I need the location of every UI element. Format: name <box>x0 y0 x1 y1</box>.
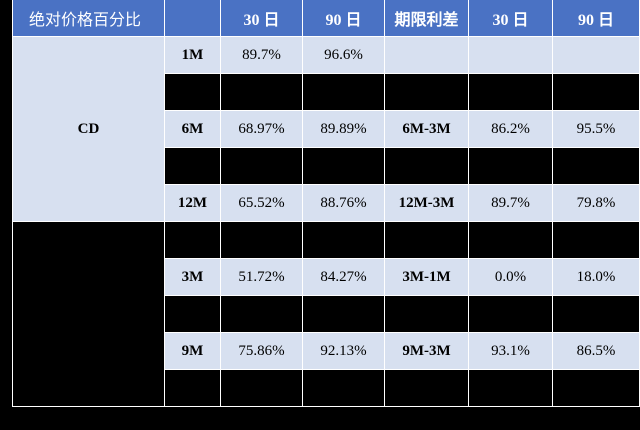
abs-30d-cell <box>220 73 303 111</box>
table-row: 6M 68.97% 89.89% 6M-3M 86.2% 95.5% <box>13 110 640 148</box>
spread-90d-cell <box>552 73 640 111</box>
tenor-cell: 9M <box>164 332 221 370</box>
header-term-spread: 期限利差 <box>384 0 469 37</box>
spread-cell <box>384 295 469 333</box>
abs-90d-cell: 96.6% <box>302 36 385 74</box>
spread-30d-cell: 0.0% <box>468 258 553 296</box>
tenor-cell: 6M <box>164 110 221 148</box>
tenor-cell <box>164 221 221 259</box>
abs-30d-cell: 51.72% <box>220 258 303 296</box>
table-row <box>13 295 640 333</box>
spread-90d-cell: 86.5% <box>552 332 640 370</box>
spread-90d-cell <box>552 36 640 74</box>
tenor-cell: 12M <box>164 184 221 222</box>
header-abs-90d: 90 日 <box>302 0 385 37</box>
spread-90d-cell: 95.5% <box>552 110 640 148</box>
group-label-other <box>12 221 165 407</box>
spread-30d-cell <box>468 147 553 185</box>
abs-30d-cell: 65.52% <box>220 184 303 222</box>
spread-30d-cell: 89.7% <box>468 184 553 222</box>
spread-90d-cell <box>552 221 640 259</box>
spread-cell: 12M-3M <box>384 184 469 222</box>
tenor-cell <box>164 295 221 333</box>
table-row: 3M 51.72% 84.27% 3M-1M 0.0% 18.0% <box>13 258 640 296</box>
abs-30d-cell: 68.97% <box>220 110 303 148</box>
abs-90d-cell: 89.89% <box>302 110 385 148</box>
table-row <box>12 221 640 407</box>
abs-90d-cell <box>302 369 385 407</box>
spread-90d-cell <box>552 147 640 185</box>
spread-cell: 9M-3M <box>384 332 469 370</box>
header-spread-90d: 90 日 <box>552 0 640 37</box>
spread-90d-cell: 79.8% <box>552 184 640 222</box>
abs-90d-cell: 92.13% <box>302 332 385 370</box>
spread-cell <box>384 73 469 111</box>
table-row: CD 1M 89.7% 96.6% <box>12 36 640 222</box>
spread-30d-cell <box>468 221 553 259</box>
header-tenor <box>164 0 221 37</box>
percentile-table: 绝对价格百分比 30 日 90 日 期限利差 30 日 90 日 CD 1M 8… <box>12 0 640 407</box>
tenor-cell <box>164 73 221 111</box>
spread-30d-cell: 93.1% <box>468 332 553 370</box>
table-row <box>13 369 640 407</box>
abs-30d-cell <box>220 369 303 407</box>
table-row <box>13 147 640 185</box>
abs-30d-cell: 75.86% <box>220 332 303 370</box>
spread-30d-cell: 86.2% <box>468 110 553 148</box>
spread-cell: 3M-1M <box>384 258 469 296</box>
abs-90d-cell: 88.76% <box>302 184 385 222</box>
spread-90d-cell <box>552 369 640 407</box>
abs-30d-cell: 89.7% <box>220 36 303 74</box>
spread-cell: 6M-3M <box>384 110 469 148</box>
abs-30d-cell <box>220 221 303 259</box>
header-absolute-price-percentile: 绝对价格百分比 <box>12 0 165 37</box>
spread-cell <box>384 369 469 407</box>
spread-cell <box>384 221 469 259</box>
spread-cell <box>384 147 469 185</box>
spread-30d-cell <box>468 36 553 74</box>
abs-90d-cell <box>302 147 385 185</box>
spread-90d-cell <box>552 295 640 333</box>
tenor-cell: 1M <box>164 36 221 74</box>
spread-30d-cell <box>468 369 553 407</box>
tenor-cell <box>164 147 221 185</box>
spread-90d-cell: 18.0% <box>552 258 640 296</box>
abs-30d-cell <box>220 295 303 333</box>
abs-90d-cell <box>302 221 385 259</box>
table-row <box>13 73 640 111</box>
header-abs-30d: 30 日 <box>220 0 303 37</box>
table-header-row: 绝对价格百分比 30 日 90 日 期限利差 30 日 90 日 <box>12 0 640 37</box>
abs-90d-cell <box>302 73 385 111</box>
tenor-cell: 3M <box>164 258 221 296</box>
spread-30d-cell <box>468 73 553 111</box>
abs-90d-cell <box>302 295 385 333</box>
spread-30d-cell <box>468 295 553 333</box>
abs-90d-cell: 84.27% <box>302 258 385 296</box>
tenor-cell <box>164 369 221 407</box>
abs-30d-cell <box>220 147 303 185</box>
header-spread-30d: 30 日 <box>468 0 553 37</box>
group-label-cd: CD <box>12 36 165 222</box>
table-row: 12M 65.52% 88.76% 12M-3M 89.7% 79.8% <box>13 184 640 222</box>
table-row: 9M 75.86% 92.13% 9M-3M 93.1% 86.5% <box>13 332 640 370</box>
spread-cell <box>384 36 469 74</box>
